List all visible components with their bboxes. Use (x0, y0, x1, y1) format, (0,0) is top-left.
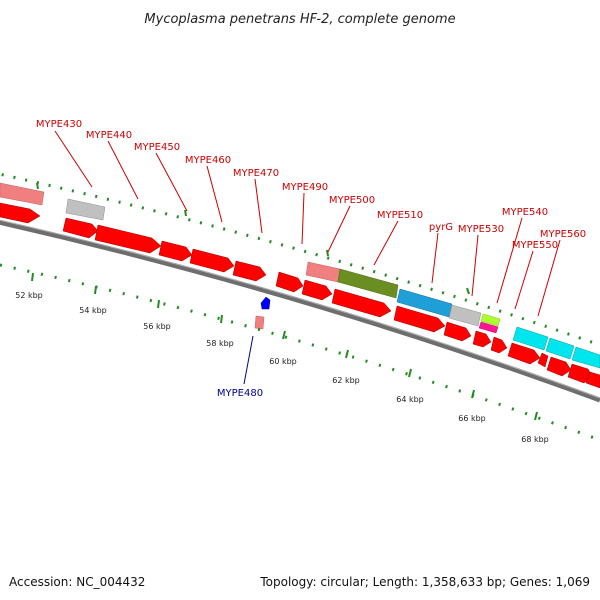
scale-tick (157, 299, 160, 309)
leader-line (431, 232, 439, 284)
gene-label-mype500[interactable]: MYPE500 (329, 195, 375, 206)
inner-dotted-scale (0, 263, 600, 442)
gene-arrow[interactable] (0, 202, 41, 224)
gene-arrow[interactable] (585, 371, 600, 389)
scale-tick (408, 368, 412, 378)
accession-text: Accession: NC_004432 (9, 575, 145, 589)
gene-label-mype540[interactable]: MYPE540 (502, 207, 548, 218)
gene-block[interactable] (0, 182, 45, 206)
leader-line (496, 217, 523, 304)
forward-outer-genes (0, 182, 600, 369)
gene-arrow[interactable] (507, 342, 541, 365)
gene-arrow[interactable] (537, 352, 549, 368)
gene-arrow[interactable] (94, 224, 162, 254)
scale-tick (94, 285, 97, 295)
gene-label-mype440[interactable]: MYPE440 (86, 130, 132, 141)
gene-labels: MYPE430 MYPE440 MYPE450 MYPE460 MYPE470 … (36, 119, 586, 399)
gene-block[interactable] (545, 337, 575, 360)
gene-label-mype550[interactable]: MYPE550 (512, 240, 558, 251)
gene-arrow[interactable] (393, 305, 446, 333)
gene-arrow[interactable] (490, 336, 508, 354)
reverse-genes (254, 296, 271, 330)
genome-backbone (0, 219, 600, 403)
scale-tick (471, 389, 475, 399)
gene-block[interactable] (305, 261, 341, 283)
gene-block[interactable] (254, 315, 265, 330)
scale-tick (534, 411, 538, 421)
leader-line (155, 152, 188, 212)
kbp-label: 56 kbp (143, 322, 171, 331)
gene-block[interactable] (65, 198, 106, 221)
kbp-label: 52 kbp (15, 291, 43, 300)
gene-arrow-reverse[interactable] (260, 296, 271, 310)
gene-label-mype480[interactable]: MYPE480 (217, 388, 263, 399)
gene-arrow[interactable] (546, 356, 572, 377)
leader-line (301, 192, 305, 245)
genome-summary-text: Topology: circular; Length: 1,358,633 bp… (259, 575, 590, 589)
scale-tick (345, 349, 349, 359)
scale-tick (31, 272, 34, 282)
leader-line (373, 220, 399, 266)
leader-line (107, 140, 139, 200)
kbp-label: 64 kbp (396, 395, 424, 404)
leader-line (54, 130, 93, 188)
gene-label-mype560[interactable]: MYPE560 (540, 229, 586, 240)
gene-arrow[interactable] (331, 288, 392, 318)
gene-block[interactable] (512, 326, 549, 351)
gene-label-pyrg[interactable]: pyrG (429, 222, 453, 233)
genome-backbone-highlight (0, 219, 600, 399)
inner-scale-ring (0, 263, 600, 442)
scale-tick (282, 330, 286, 340)
gene-arrow[interactable] (472, 330, 492, 348)
gene-label-mype460[interactable]: MYPE460 (185, 155, 231, 166)
kbp-label: 54 kbp (79, 306, 107, 315)
leader-line (254, 178, 263, 234)
gene-arrow[interactable] (301, 279, 333, 301)
leader-line (243, 335, 254, 385)
gene-arrow[interactable] (189, 248, 235, 273)
gene-label-mype450[interactable]: MYPE450 (134, 142, 180, 153)
gene-arrow[interactable] (443, 321, 472, 342)
kbp-label: 58 kbp (206, 339, 234, 348)
gene-arrow[interactable] (275, 271, 304, 293)
forward-red-genes (0, 202, 600, 389)
scale-tick (220, 314, 223, 324)
map-title: Mycoplasma penetrans HF-2, complete geno… (144, 12, 455, 27)
kbp-label: 68 kbp (521, 435, 549, 444)
kbp-label: 62 kbp (332, 376, 360, 385)
leader-line (471, 234, 479, 297)
outer-tick (326, 249, 329, 257)
gene-label-mype530[interactable]: MYPE530 (458, 224, 504, 235)
gene-label-mype430[interactable]: MYPE430 (36, 119, 82, 130)
gene-arrow[interactable] (62, 217, 99, 239)
gene-label-mype490[interactable]: MYPE490 (282, 182, 328, 193)
leader-line (327, 205, 351, 253)
gene-label-mype470[interactable]: MYPE470 (233, 168, 279, 179)
outer-tick (466, 287, 470, 295)
outer-tick-ring (0, 172, 600, 347)
gene-block[interactable] (337, 268, 399, 299)
gene-block[interactable] (448, 304, 482, 327)
kbp-labels: 52 kbp 54 kbp 56 kbp 58 kbp 60 kbp 62 kb… (15, 291, 549, 444)
gene-arrow[interactable] (232, 260, 267, 282)
gene-block[interactable] (480, 313, 501, 327)
kbp-label: 66 kbp (458, 414, 486, 423)
leader-line (514, 250, 534, 310)
outer-tick (36, 182, 39, 190)
gene-block[interactable] (571, 346, 600, 369)
gene-block[interactable] (478, 321, 499, 334)
gene-label-mype510[interactable]: MYPE510 (377, 210, 423, 221)
leader-line (537, 239, 561, 317)
kbp-label: 60 kbp (269, 357, 297, 366)
leader-line (206, 165, 223, 223)
outer-tick (184, 209, 187, 217)
gene-arrow[interactable] (158, 240, 193, 262)
